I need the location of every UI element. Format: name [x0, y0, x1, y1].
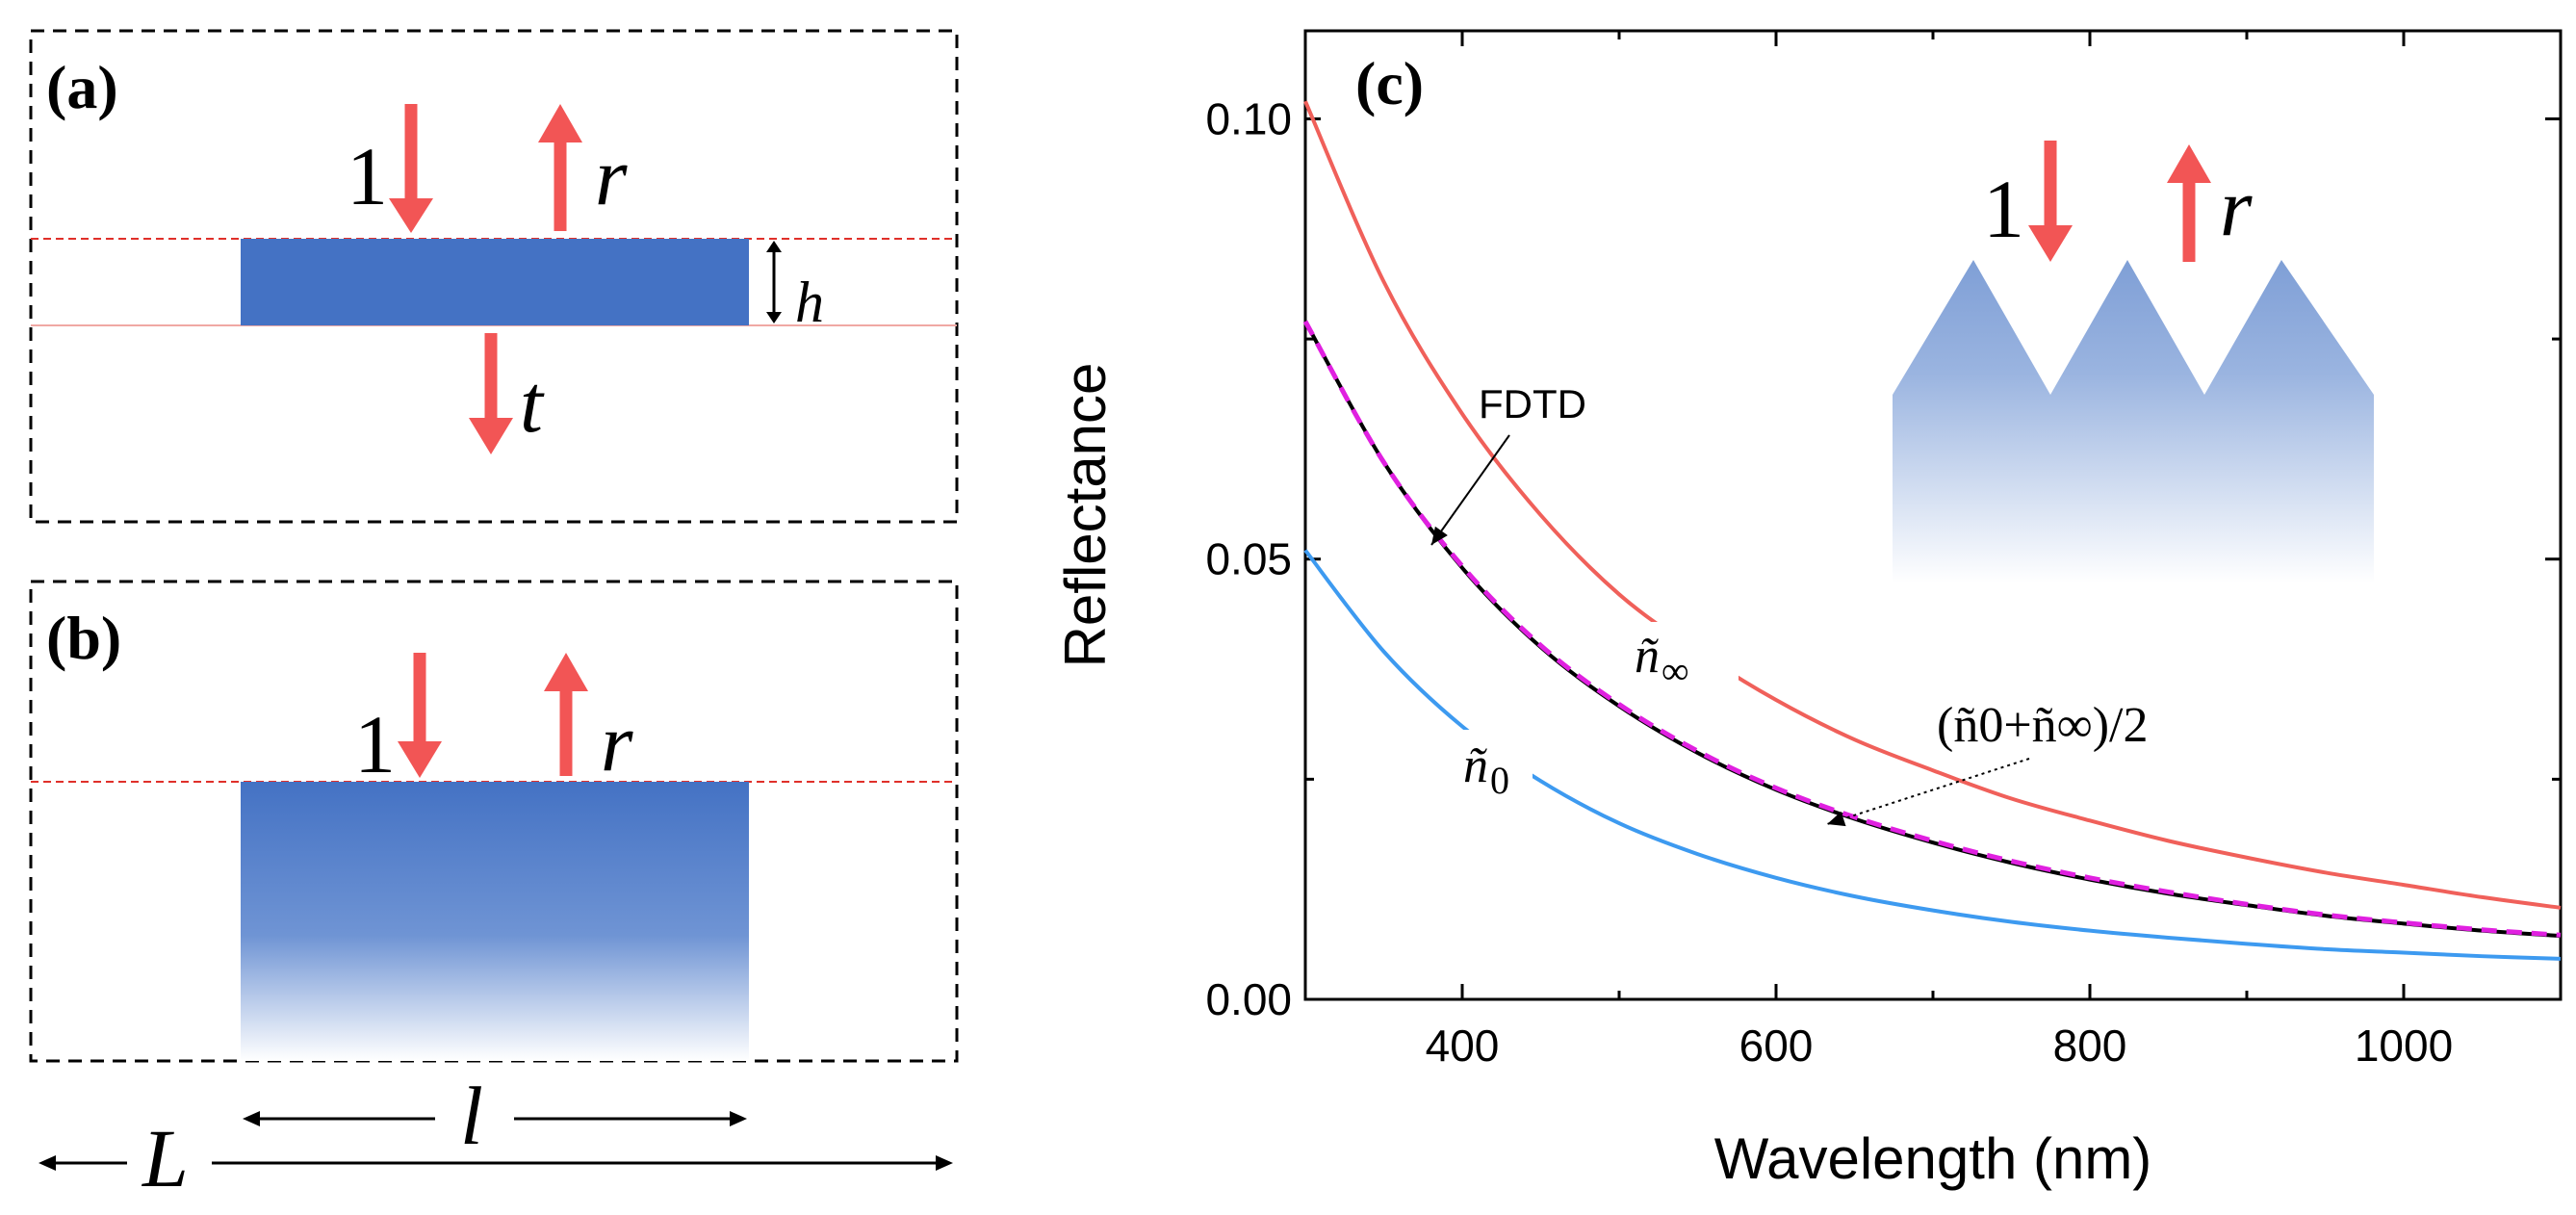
textured-surface-inset: 1 r — [1893, 141, 2374, 583]
avg-pointer-icon — [1826, 758, 2030, 827]
l-label: l — [460, 1070, 483, 1162]
panel-a: (a) 1 r t h — [29, 29, 959, 524]
n0-label-sub: 0 — [1490, 759, 1509, 802]
series-annotations: FDTD ñ ∞ ñ 0 (ñ0+ñ∞)/2 — [1430, 381, 2148, 827]
L-arrowhead-right-icon — [936, 1155, 953, 1171]
panel-c-label: (c) — [1355, 49, 1424, 117]
L-label: L — [141, 1112, 189, 1204]
series-line-0 — [1303, 100, 2562, 910]
graded-substrate — [241, 782, 749, 1061]
y-tick-label: 0.10 — [1205, 93, 1292, 143]
incident-arrow-icon — [389, 104, 433, 233]
axis-ticks: 400 600 800 1000 0.00 0.05 0.10 — [1205, 31, 2563, 1071]
n0-label-base: ñ — [1463, 738, 1488, 793]
thin-film-slab — [241, 239, 749, 325]
series-line-2 — [1302, 320, 2562, 938]
ninf-label-mask — [1623, 622, 1739, 693]
x-tick-label: 400 — [1426, 1021, 1500, 1071]
inset-reflected-amplitude: r — [2220, 161, 2253, 253]
y-axis-title: Reflectance — [1053, 363, 1118, 668]
x-axis-title: Wavelength (nm) — [1714, 1126, 2152, 1191]
l-arrowhead-left-icon — [243, 1111, 260, 1126]
x-tick-label: 600 — [1739, 1021, 1814, 1071]
incident-amplitude: 1 — [347, 130, 388, 222]
incident-arrow-b-icon — [398, 653, 442, 778]
y-tick-label: 0.05 — [1205, 534, 1292, 584]
transmitted-amplitude: t — [520, 357, 545, 450]
inset-incident-amplitude: 1 — [1983, 163, 2024, 255]
transmitted-arrow-icon — [469, 333, 513, 454]
textured-surface — [1893, 260, 2374, 583]
incident-amplitude-b: 1 — [354, 698, 396, 790]
thickness-arrow-icon — [766, 241, 782, 323]
panel-b-label: (b) — [46, 604, 121, 672]
n0-label-mask — [1436, 730, 1533, 803]
ninf-label-sub: ∞ — [1662, 649, 1689, 692]
fdtd-pointer-icon — [1430, 434, 1510, 546]
L-arrowhead-left-icon — [39, 1155, 56, 1171]
l-arrowhead-right-icon — [730, 1111, 747, 1126]
reflected-amplitude-b: r — [601, 696, 633, 788]
reflected-amplitude: r — [595, 130, 628, 222]
inset-reflected-arrow-icon — [2167, 144, 2211, 262]
inset-incident-arrow-icon — [2028, 141, 2073, 262]
thickness-label: h — [795, 271, 824, 334]
avg-label: (ñ0+ñ∞)/2 — [1937, 698, 2148, 753]
dimension-annotations: L l — [39, 1070, 953, 1204]
x-tick-label: 800 — [2053, 1021, 2127, 1071]
y-tick-label: 0.00 — [1205, 974, 1292, 1024]
reflected-arrow-icon — [538, 104, 582, 231]
panel-b: (b) 1 r — [29, 580, 959, 1063]
panel-a-label: (a) — [46, 53, 118, 121]
x-tick-label: 1000 — [2355, 1021, 2453, 1071]
fdtd-label: FDTD — [1479, 381, 1586, 427]
reflectance-chart: (c) 1 r 400 600 800 1000 0.00 0.05 0.10 Wavele… — [1053, 29, 2563, 1191]
ninf-label-base: ñ — [1635, 629, 1660, 684]
reflected-arrow-b-icon — [544, 653, 588, 776]
